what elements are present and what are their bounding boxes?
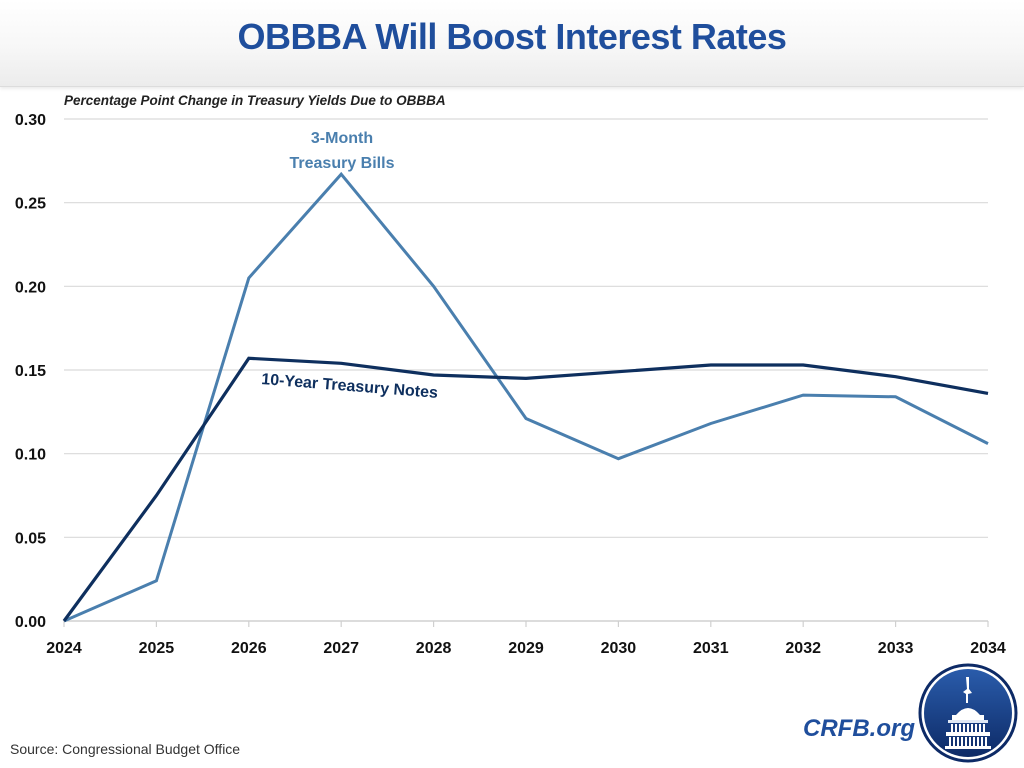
x-axis: [63, 620, 989, 627]
header-banner: OBBBA Will Boost Interest Rates: [0, 0, 1024, 87]
gridlines: [64, 118, 988, 538]
x-tick-label: 2027: [323, 640, 359, 657]
x-tick-label: 2032: [785, 640, 821, 657]
series-lines: [62, 171, 989, 623]
y-tick-label: 0.25: [15, 196, 46, 213]
x-tick-label: 2034: [970, 640, 1006, 657]
page-title: OBBBA Will Boost Interest Rates: [237, 16, 787, 57]
label-10-year: 10-Year Treasury Notes: [261, 371, 439, 402]
x-tick-label: 2033: [878, 640, 914, 657]
y-tick-label: 0.10: [15, 447, 46, 464]
x-axis-ticks: 2024 2025 2026 2027 2028 2029 2030 2031 2032 2033…: [46, 640, 1006, 657]
x-tick-label: 2025: [139, 640, 175, 657]
y-tick-label: 0.00: [15, 614, 46, 631]
source-note: Source: Congressional Budget Office: [10, 741, 241, 757]
x-tick-label: 2028: [416, 640, 452, 657]
label-3-month-line2: Treasury Bills: [290, 155, 395, 172]
y-tick-label: 0.30: [15, 112, 46, 129]
series-line-3-month-bills: [63, 171, 989, 623]
x-tick-label: 2029: [508, 640, 544, 657]
y-tick-label: 0.15: [15, 363, 46, 380]
x-tick-label: 2030: [601, 640, 637, 657]
capitol-dome-seal-icon: [918, 663, 1018, 763]
x-tick-label: 2024: [46, 640, 82, 657]
label-3-month-line1: 3-Month: [311, 130, 373, 147]
series-line-10-year-notes: [62, 356, 989, 622]
y-axis-ticks: 0.00 0.05 0.10 0.15 0.20 0.25 0.30: [15, 112, 46, 631]
x-tick-label: 2026: [231, 640, 267, 657]
x-tick-label: 2031: [693, 640, 729, 657]
y-tick-label: 0.05: [15, 530, 46, 547]
chart-subtitle: Percentage Point Change in Treasury Yiel…: [64, 93, 446, 108]
brand-link[interactable]: CRFB.org: [803, 715, 915, 742]
y-tick-label: 0.20: [15, 279, 46, 296]
